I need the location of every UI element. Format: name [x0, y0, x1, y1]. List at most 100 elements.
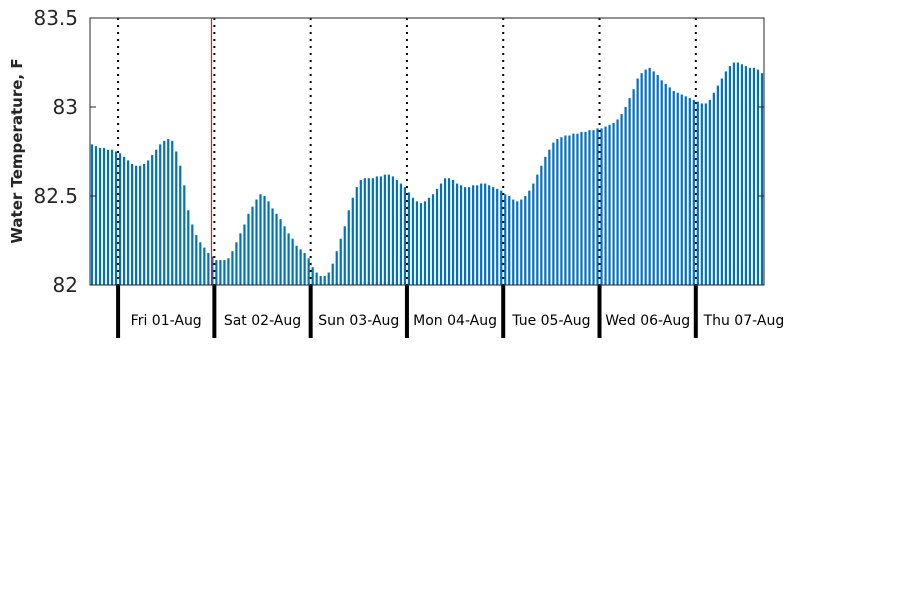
temperature-bar — [247, 213, 250, 285]
temperature-bar — [592, 130, 595, 285]
temperature-bar — [552, 142, 555, 285]
temperature-bar — [648, 67, 651, 285]
temperature-bar — [652, 71, 655, 286]
temperature-bar — [548, 149, 551, 285]
temperature-bar — [387, 174, 390, 285]
temperature-bar — [139, 165, 142, 285]
temperature-bar — [688, 98, 691, 285]
temperature-bar — [584, 131, 587, 285]
temperature-bar — [315, 272, 318, 285]
temperature-bar — [636, 78, 639, 286]
temperature-bar — [167, 139, 170, 285]
temperature-bar — [516, 201, 519, 285]
y-axis: 82 82.5 83 83.5 — [33, 6, 764, 297]
temperature-bar — [612, 123, 615, 286]
temperature-bar — [596, 128, 599, 285]
temperature-bar — [464, 187, 467, 285]
temperature-bar — [323, 276, 326, 285]
temperature-bar — [114, 151, 118, 285]
temperature-bar — [351, 197, 354, 285]
bar-series — [90, 62, 764, 286]
temperature-bar — [199, 242, 202, 285]
temperature-bar — [580, 131, 583, 285]
temperature-bar — [267, 201, 270, 285]
temperature-bar — [644, 69, 647, 286]
temperature-bar — [271, 208, 274, 285]
temperature-bar — [624, 107, 627, 285]
temperature-bar — [732, 62, 736, 285]
temperature-bar — [275, 213, 278, 285]
temperature-bar — [476, 185, 479, 285]
temperature-bar — [736, 62, 740, 285]
temperature-bar — [303, 252, 306, 285]
temperature-bar — [604, 126, 607, 285]
y-tick-label: 83.5 — [33, 6, 78, 30]
temperature-bar — [159, 144, 162, 285]
temperature-bar — [564, 135, 567, 285]
temperature-bar — [620, 114, 623, 286]
temperature-bar — [560, 137, 563, 285]
temperature-bar — [163, 140, 166, 285]
temperature-bar — [239, 233, 242, 285]
temperature-bar — [500, 190, 503, 285]
temperature-bar — [207, 252, 210, 285]
temperature-bar — [123, 156, 126, 285]
day-separators — [116, 285, 698, 338]
temperature-bar — [143, 163, 146, 285]
y-tick-label: 82.5 — [33, 184, 78, 208]
temperature-bar — [451, 179, 455, 285]
temperature-bar — [127, 160, 130, 285]
temperature-bar — [411, 197, 415, 285]
temperature-bar — [219, 260, 222, 285]
temperature-bar — [171, 140, 174, 285]
temperature-bar — [279, 219, 282, 285]
temperature-bar — [287, 233, 290, 285]
temperature-bar — [327, 272, 330, 285]
temperature-bar — [391, 176, 395, 285]
temperature-bar — [435, 188, 439, 285]
temperature-bar — [231, 251, 234, 285]
temperature-bar — [588, 130, 591, 285]
temperature-bar — [371, 178, 374, 285]
temperature-bar — [608, 124, 611, 285]
day-label: Tue 05-Aug — [511, 313, 590, 329]
temperature-bar — [708, 99, 711, 285]
temperature-bar — [263, 196, 266, 285]
temperature-bar — [106, 149, 110, 285]
temperature-bar — [431, 194, 435, 285]
temperature-bar — [524, 196, 527, 285]
temperature-bar — [223, 260, 226, 285]
temperature-bar — [488, 185, 491, 285]
temperature-bar — [319, 276, 322, 285]
temperature-bar — [712, 92, 715, 285]
plot-background — [90, 18, 764, 285]
temperature-bar — [696, 101, 699, 285]
temperature-bar — [443, 178, 447, 285]
temperature-bar — [251, 206, 254, 285]
temperature-bar — [339, 238, 342, 285]
temperature-bar — [235, 242, 238, 285]
temperature-bar — [90, 144, 94, 285]
temperature-bar — [656, 74, 659, 286]
temperature-bar — [343, 226, 346, 285]
temperature-bar — [399, 183, 403, 285]
temperature-bar — [102, 147, 106, 285]
temperature-bar — [367, 178, 370, 285]
temperature-bar — [632, 89, 635, 285]
temperature-bar — [504, 194, 507, 285]
temperature-bar — [716, 85, 719, 285]
temperature-bar — [255, 199, 258, 285]
temperature-bar — [740, 64, 744, 285]
temperature-bar — [720, 78, 723, 286]
temperature-bar — [684, 96, 687, 285]
plot-frame — [89, 17, 765, 286]
temperature-bar — [676, 92, 679, 285]
temperature-bar — [532, 183, 535, 285]
temperature-bar — [680, 94, 683, 285]
temperature-bar — [227, 258, 230, 285]
temperature-bar — [151, 155, 154, 285]
temperature-bar — [672, 90, 675, 285]
temperature-bar — [756, 69, 760, 286]
temperature-bar — [692, 99, 695, 285]
day-label: Mon 04-Aug — [413, 313, 497, 329]
